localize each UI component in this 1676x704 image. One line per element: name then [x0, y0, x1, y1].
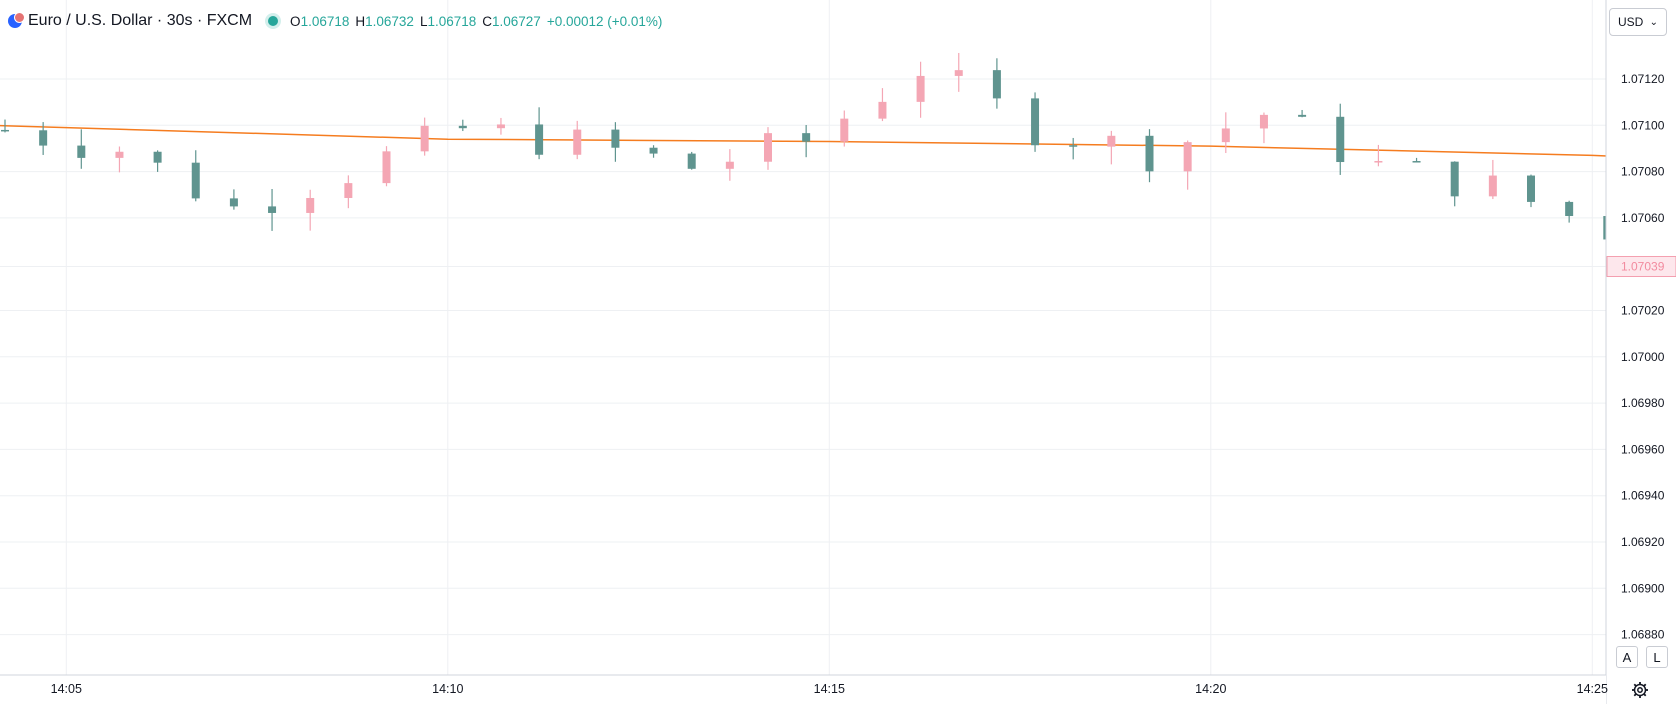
moving-average-line	[0, 124, 1676, 160]
price-tick-label: 1.06880	[1621, 628, 1665, 642]
candle-body	[344, 183, 353, 198]
price-tick-label: 1.07039	[1621, 260, 1665, 274]
price-tick-label: 1.06980	[1621, 396, 1665, 410]
price-tick-label: 1.07020	[1621, 304, 1665, 318]
price-tick-label: 1.07060	[1621, 211, 1665, 225]
candle-body	[420, 125, 429, 152]
candle-body	[1031, 98, 1040, 146]
candle-body	[1374, 161, 1383, 163]
candle-body	[39, 130, 48, 146]
gear-icon	[1632, 682, 1648, 698]
moving-average-layer	[0, 124, 1676, 160]
auto-scale-button[interactable]: A	[1616, 646, 1638, 668]
market-status-dot[interactable]	[268, 16, 279, 26]
candle-body	[115, 151, 124, 158]
candle-body	[1527, 175, 1535, 202]
log-scale-button[interactable]: L	[1646, 646, 1668, 668]
candle-body	[153, 151, 162, 163]
candle-body	[191, 162, 200, 199]
candle-body	[1298, 114, 1307, 117]
candle-body	[1565, 201, 1574, 217]
candle-body	[382, 151, 391, 184]
price-tick-label: 1.06940	[1621, 489, 1665, 503]
price-change: +0.00012 (+0.01%)	[546, 13, 663, 29]
chevron-down-icon: ⌄	[1649, 16, 1658, 28]
ohlc-low: L1.06718	[419, 13, 477, 29]
currency-value: USD	[1618, 15, 1644, 29]
candle-body	[306, 197, 315, 213]
candle-body	[1145, 135, 1154, 172]
candle-body	[764, 133, 772, 162]
candle-body	[496, 124, 505, 129]
ohlc-close: C1.06727	[482, 13, 541, 29]
candle-body	[229, 198, 238, 207]
candle-body	[77, 145, 86, 158]
candle-body	[954, 70, 963, 76]
time-tick-label: 14:05	[51, 682, 82, 696]
price-tick-label: 1.07120	[1621, 72, 1665, 86]
candles-layer	[1, 52, 1650, 255]
price-tick-label: 1.07080	[1621, 165, 1665, 179]
ohlc-high: H1.06732	[355, 13, 414, 29]
candle-body	[687, 153, 696, 169]
candle-body	[649, 147, 658, 154]
candle-body	[268, 206, 277, 213]
price-tick-label: 1.06900	[1621, 581, 1665, 595]
symbol-title[interactable]: Euro / U.S. Dollar · 30s · FXCM	[28, 12, 253, 29]
candle-body	[1107, 135, 1116, 147]
candle-body	[611, 129, 620, 148]
price-tick-label: 1.07000	[1621, 350, 1665, 364]
current-price-tag	[1606, 256, 1676, 277]
currency-select[interactable]: USD ⌄	[1609, 8, 1667, 36]
settings-button[interactable]	[1630, 680, 1650, 700]
candle-body	[840, 118, 849, 142]
time-axis-bg	[0, 675, 1606, 704]
candle-body	[1069, 145, 1078, 147]
time-tick-label: 14:15	[814, 682, 845, 696]
symbol-logo-icon[interactable]	[8, 12, 25, 28]
time-tick-label: 14:20	[1195, 682, 1226, 696]
candle-body	[458, 125, 467, 129]
price-tick-label: 1.07100	[1621, 118, 1665, 132]
candle-body	[1183, 142, 1192, 172]
candle-body	[1259, 114, 1268, 129]
candle-body	[1450, 161, 1459, 197]
candle-body	[1488, 175, 1497, 197]
candle-body	[992, 70, 1001, 99]
grid-layer	[0, 0, 1606, 675]
price-tick-label: 1.06960	[1621, 442, 1665, 456]
time-tick-label: 14:25	[1577, 682, 1608, 696]
price-tick-label: 1.06920	[1621, 535, 1665, 549]
candle-body	[878, 101, 887, 119]
time-tick-label: 14:10	[432, 682, 463, 696]
candle-body	[1336, 116, 1345, 163]
candle-body	[535, 124, 544, 155]
candle-body	[1, 129, 9, 132]
price-axis-bg	[1606, 0, 1676, 704]
candle-body	[802, 133, 811, 142]
candle-body	[1221, 128, 1230, 143]
symbol-legend: Euro / U.S. Dollar · 30s · FXCM O1.06718…	[8, 10, 662, 32]
candle-body	[573, 129, 582, 155]
candle-body	[725, 161, 734, 169]
ohlc-open: O1.06718	[290, 13, 350, 29]
candle-body	[1412, 161, 1421, 163]
candle-body	[916, 75, 925, 102]
